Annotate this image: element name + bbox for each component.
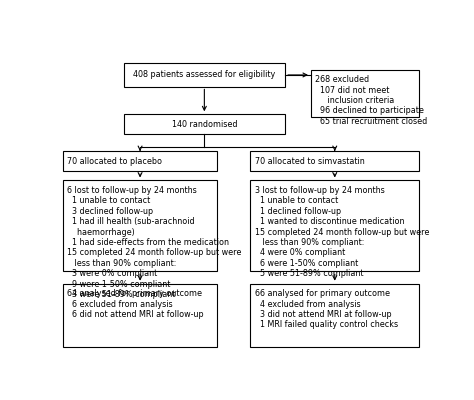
Text: 64 analysed for primary outcome
  6 excluded from analysis
  6 did not attend MR: 64 analysed for primary outcome 6 exclud… (67, 289, 204, 319)
Text: 408 patients assessed for eligibility: 408 patients assessed for eligibility (133, 70, 275, 80)
FancyBboxPatch shape (250, 284, 419, 347)
Text: 6 lost to follow-up by 24 months
  1 unable to contact
  3 declined follow-up
  : 6 lost to follow-up by 24 months 1 unabl… (67, 186, 242, 299)
Text: 70 allocated to placebo: 70 allocated to placebo (67, 157, 162, 166)
FancyBboxPatch shape (124, 64, 285, 86)
FancyBboxPatch shape (250, 180, 419, 271)
Text: 3 lost to follow-up by 24 months
  1 unable to contact
  1 declined follow-up
  : 3 lost to follow-up by 24 months 1 unabl… (255, 186, 429, 278)
FancyBboxPatch shape (311, 70, 419, 117)
Text: 140 randomised: 140 randomised (172, 120, 237, 129)
FancyBboxPatch shape (63, 284, 217, 347)
Text: 70 allocated to simvastatin: 70 allocated to simvastatin (255, 157, 365, 166)
FancyBboxPatch shape (63, 180, 217, 271)
FancyBboxPatch shape (63, 151, 217, 171)
Text: 268 excluded
  107 did not meet
     inclusion criteria
  96 declined to partici: 268 excluded 107 did not meet inclusion … (315, 75, 428, 126)
Text: 66 analysed for primary outcome
  4 excluded from analysis
  3 did not attend MR: 66 analysed for primary outcome 4 exclud… (255, 289, 398, 329)
FancyBboxPatch shape (124, 114, 285, 134)
FancyBboxPatch shape (250, 151, 419, 171)
